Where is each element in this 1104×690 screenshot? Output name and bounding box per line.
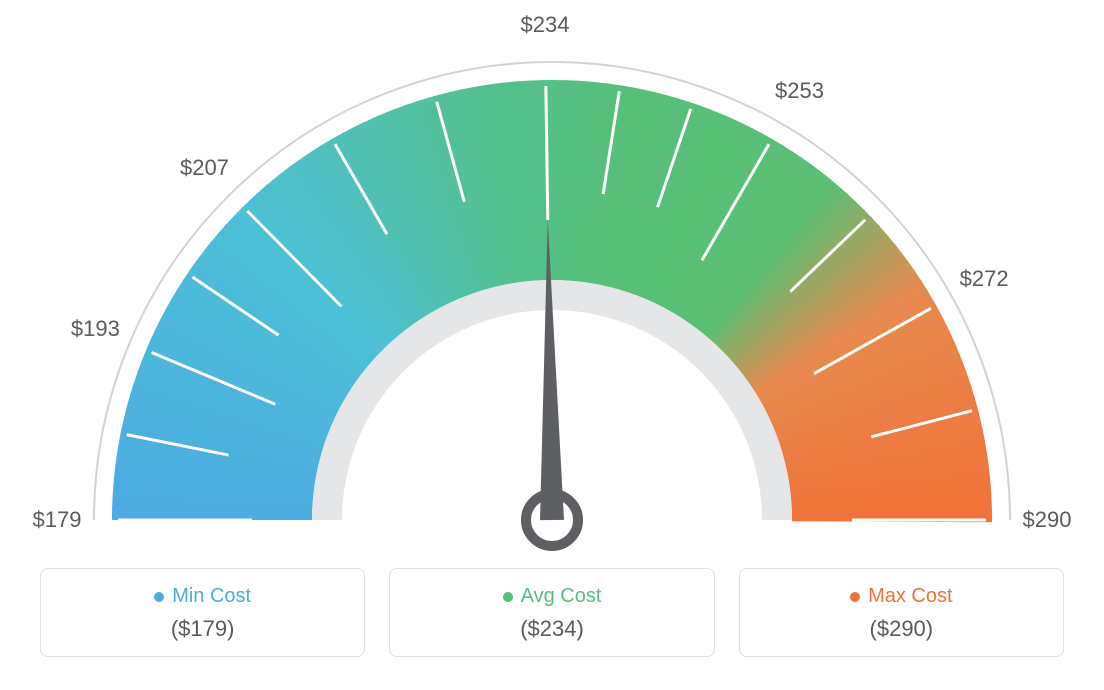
legend-label: Max Cost	[868, 585, 952, 608]
legend-item: Avg Cost ($234)	[389, 568, 714, 657]
legend-label-row: Min Cost	[154, 585, 251, 608]
legend-value: ($234)	[402, 616, 701, 642]
legend-dot-icon	[503, 592, 513, 602]
legend-item: Max Cost ($290)	[739, 568, 1064, 657]
gauge-tick-label: $207	[180, 155, 229, 181]
legend-label-row: Avg Cost	[503, 585, 602, 608]
gauge-tick-label: $272	[960, 266, 1009, 292]
gauge-tick-label: $290	[1023, 507, 1072, 533]
legend-dot-icon	[154, 592, 164, 602]
legend-value: ($290)	[752, 616, 1051, 642]
cost-legend: Min Cost ($179) Avg Cost ($234) Max Cost ($29…	[0, 568, 1104, 657]
legend-dot-icon	[850, 592, 860, 602]
legend-item: Min Cost ($179)	[40, 568, 365, 657]
gauge-tick-label: $179	[33, 507, 82, 533]
gauge-tick-label: $234	[521, 12, 570, 38]
legend-label-row: Max Cost	[850, 585, 952, 608]
legend-label: Min Cost	[172, 585, 251, 608]
gauge-svg	[0, 0, 1104, 560]
legend-label: Avg Cost	[521, 585, 602, 608]
cost-gauge: $179 $193 $207 $234 $253 $272 $290	[0, 0, 1104, 560]
gauge-tick-label: $253	[775, 78, 824, 104]
gauge-tick-label: $193	[71, 316, 120, 342]
legend-value: ($179)	[53, 616, 352, 642]
